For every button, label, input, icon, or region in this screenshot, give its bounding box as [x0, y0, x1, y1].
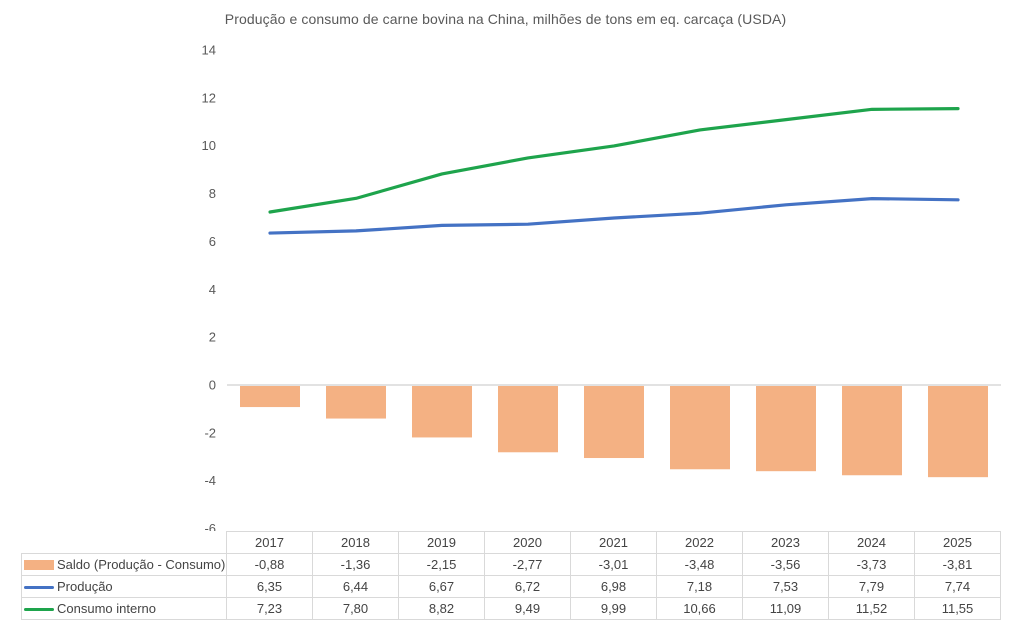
year-header-cell: 2020: [484, 531, 571, 554]
value-cell: 9,49: [484, 597, 571, 620]
value-cell: 7,74: [914, 575, 1001, 598]
saldo-bar-2023: [756, 386, 816, 472]
value-cell: 6,35: [226, 575, 313, 598]
legend-line-key-icon: [24, 585, 54, 589]
series-line-consumo-interno: [268, 107, 960, 214]
table-corner-cell: [22, 532, 227, 554]
value-cell: -2,15: [398, 553, 485, 576]
year-header-cell: 2018: [312, 531, 399, 554]
year-header-cell: 2024: [828, 531, 915, 554]
value-cell: 7,79: [828, 575, 915, 598]
value-cell: -0,88: [226, 553, 313, 576]
y-axis-tick-label: 8: [209, 186, 216, 201]
chart-data-table: 2017 2018 2019 2020 2021 2022 2023 2024 2025 Sald…: [21, 531, 1001, 620]
series-label: Consumo interno: [57, 601, 156, 617]
y-axis-tick-label: 10: [202, 138, 216, 153]
y-axis-tick-label: 12: [202, 90, 216, 105]
y-axis-tick-label: 0: [209, 378, 216, 393]
value-cell: -3,56: [742, 553, 829, 576]
table-row: Produção 6,35 6,44 6,67 6,72 6,98 7,18 7,53 7,79…: [21, 575, 1001, 598]
table-row: Saldo (Produção - Consumo) -0,88 -1,36 -2,1…: [21, 553, 1001, 576]
year-header-cell: 2023: [742, 531, 829, 554]
value-cell: -3,81: [914, 553, 1001, 576]
year-header-cell: 2022: [656, 531, 743, 554]
legend-line-key-icon: [24, 607, 54, 611]
series-legend-cell: Consumo interno: [21, 597, 227, 620]
saldo-bar-2024: [842, 386, 902, 476]
y-axis-tick-label: 2: [209, 330, 216, 345]
value-cell: -3,73: [828, 553, 915, 576]
y-axis-tick-label: 14: [202, 43, 216, 58]
value-cell: 11,55: [914, 597, 1001, 620]
value-cell: -1,36: [312, 553, 399, 576]
combo-chart-plot: 14 12 10 8 6 4 2 0 -2 -4 -6: [202, 43, 1001, 531]
year-header-cell: 2025: [914, 531, 1001, 554]
value-cell: 6,67: [398, 575, 485, 598]
value-cell: 7,23: [226, 597, 313, 620]
saldo-bar-2021: [584, 386, 644, 459]
legend-bar-swatch-icon: [24, 560, 54, 571]
table-row: Consumo interno 7,23 7,80 8,82 9,49 9,99 10,66…: [21, 597, 1001, 620]
series-label: Saldo (Produção - Consumo): [57, 557, 226, 573]
series-label: Produção: [57, 579, 113, 595]
value-cell: 9,99: [570, 597, 657, 620]
value-cell: 6,44: [312, 575, 399, 598]
y-axis-tick-label: 4: [209, 282, 216, 297]
value-cell: 7,53: [742, 575, 829, 598]
saldo-bar-2019: [412, 386, 472, 438]
value-cell: -3,01: [570, 553, 657, 576]
y-axis-tick-label: -6: [204, 521, 216, 531]
saldo-bar-2022: [670, 386, 730, 470]
series-legend-cell: Produção: [21, 575, 227, 598]
value-cell: -2,77: [484, 553, 571, 576]
value-cell: -3,48: [656, 553, 743, 576]
saldo-bar-2018: [326, 386, 386, 419]
saldo-bar-2017: [240, 386, 300, 408]
y-axis-tick-label: -2: [204, 425, 216, 440]
year-header-cell: 2017: [226, 531, 313, 554]
chart-title: Produção e consumo de carne bovina na Ch…: [224, 11, 787, 27]
value-cell: 6,98: [570, 575, 657, 598]
series-line-producao: [268, 196, 960, 235]
value-cell: 7,18: [656, 575, 743, 598]
value-cell: 11,52: [828, 597, 915, 620]
value-cell: 7,80: [312, 597, 399, 620]
value-cell: 8,82: [398, 597, 485, 620]
value-cell: 10,66: [656, 597, 743, 620]
series-legend-cell: Saldo (Produção - Consumo): [21, 553, 227, 576]
saldo-bar-2020: [498, 386, 558, 453]
y-axis-tick-label: -4: [204, 473, 216, 488]
table-header-row: 2017 2018 2019 2020 2021 2022 2023 2024 2025: [22, 531, 1001, 554]
year-header-cell: 2021: [570, 531, 657, 554]
value-cell: 11,09: [742, 597, 829, 620]
value-cell: 6,72: [484, 575, 571, 598]
y-axis-tick-label: 6: [209, 234, 216, 249]
year-header-cell: 2019: [398, 531, 485, 554]
saldo-bar-2025: [928, 386, 988, 478]
